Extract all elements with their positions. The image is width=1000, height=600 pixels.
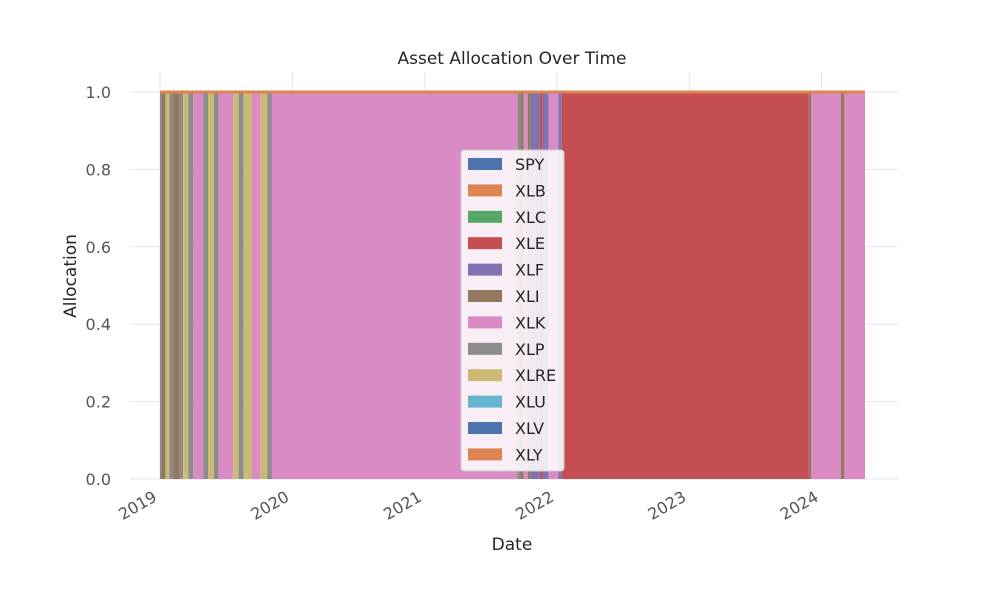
area-xli [161, 92, 166, 479]
legend-swatch [468, 369, 502, 382]
legend-label: SPY [515, 155, 544, 174]
legend-swatch [468, 158, 502, 170]
legend-label: XLY [515, 445, 543, 464]
area-xlk [844, 92, 865, 479]
area-xlre [183, 92, 189, 479]
area-xlk [252, 92, 261, 479]
legend-box [460, 149, 565, 472]
legend-label: XLF [515, 261, 544, 280]
legend-swatch [468, 422, 502, 434]
legend-item-xlv: XLV [468, 419, 544, 438]
x-tick-label: 2020 [247, 487, 292, 524]
legend-swatch [468, 184, 502, 197]
legend-swatch [468, 263, 502, 276]
legend-label: XLI [515, 287, 540, 306]
legend-label: XLB [515, 181, 546, 200]
area-xli [173, 92, 180, 479]
legend-label: XLU [515, 393, 546, 412]
area-xli [808, 92, 812, 479]
area-xli [840, 92, 845, 479]
legend-label: XLK [515, 313, 546, 332]
legend-label: XLP [515, 340, 545, 359]
legend-label: XLRE [515, 366, 556, 385]
area-xlre [243, 92, 253, 479]
legend-item-xlf: XLF [468, 261, 544, 280]
x-axis-label: Date [492, 535, 533, 555]
x-tick-label: 2021 [380, 487, 425, 524]
area-xlp [203, 92, 209, 479]
legend-swatch [468, 342, 502, 355]
y-tick-label: 0.0 [86, 470, 111, 489]
area-xlp [179, 92, 184, 479]
x-tick-labels: 2019 2020 2021 2022 2023 2024 [115, 487, 821, 524]
y-tick-label: 0.8 [86, 160, 111, 179]
legend-swatch [468, 210, 502, 223]
area-xlp [188, 92, 194, 479]
x-tick-label: 2024 [777, 487, 822, 524]
area-xlk [193, 92, 204, 479]
legend-label: XLE [515, 234, 545, 253]
x-tick-label: 2019 [115, 487, 160, 524]
legend-label: XLC [515, 208, 546, 227]
legend-item-xlu: XLU [468, 393, 546, 412]
legend-swatch [468, 316, 502, 329]
area-xlre [165, 92, 170, 479]
area-xlre [233, 92, 239, 479]
area-xlre [260, 92, 268, 479]
area-xlp [169, 92, 174, 479]
legend-item-xlp: XLP [468, 340, 545, 359]
area-xle [561, 92, 809, 479]
chart-title: Asset Allocation Over Time [398, 49, 627, 69]
legend-swatch [468, 395, 502, 408]
legend-item-xle: XLE [468, 234, 545, 253]
y-tick-labels: 0.0 0.2 0.4 0.6 0.8 1.0 [86, 83, 111, 489]
area-xlre [208, 92, 214, 479]
x-tick-label: 2022 [512, 487, 557, 524]
x-tick-label: 2023 [645, 487, 690, 524]
y-tick-label: 0.4 [86, 315, 111, 334]
legend-swatch [468, 448, 502, 461]
area-xlk [218, 92, 234, 479]
legend[interactable]: SPY XLB XLC XLE XLF XLI XLK XLP XLRE XLU XLV XLY [460, 149, 565, 472]
legend-item-xlre: XLRE [468, 366, 556, 385]
legend-item-xlc: XLC [468, 208, 546, 227]
legend-item-xly: XLY [468, 445, 543, 464]
y-tick-label: 0.6 [86, 238, 111, 257]
legend-item-spy: SPY [468, 155, 544, 174]
area-xlp [160, 92, 162, 479]
area-xlp [238, 92, 244, 479]
legend-item-xlb: XLB [468, 181, 546, 200]
legend-item-xlk: XLK [468, 313, 546, 332]
legend-label: XLV [515, 419, 544, 438]
legend-swatch [468, 290, 502, 302]
legend-swatch [468, 237, 502, 250]
area-xlp [213, 92, 219, 479]
y-axis-label: Allocation [61, 234, 81, 318]
legend-item-xli: XLI [468, 287, 540, 306]
y-tick-label: 1.0 [86, 83, 111, 102]
area-xlp [267, 92, 272, 479]
y-tick-label: 0.2 [86, 393, 111, 412]
area-xlk [811, 92, 841, 479]
